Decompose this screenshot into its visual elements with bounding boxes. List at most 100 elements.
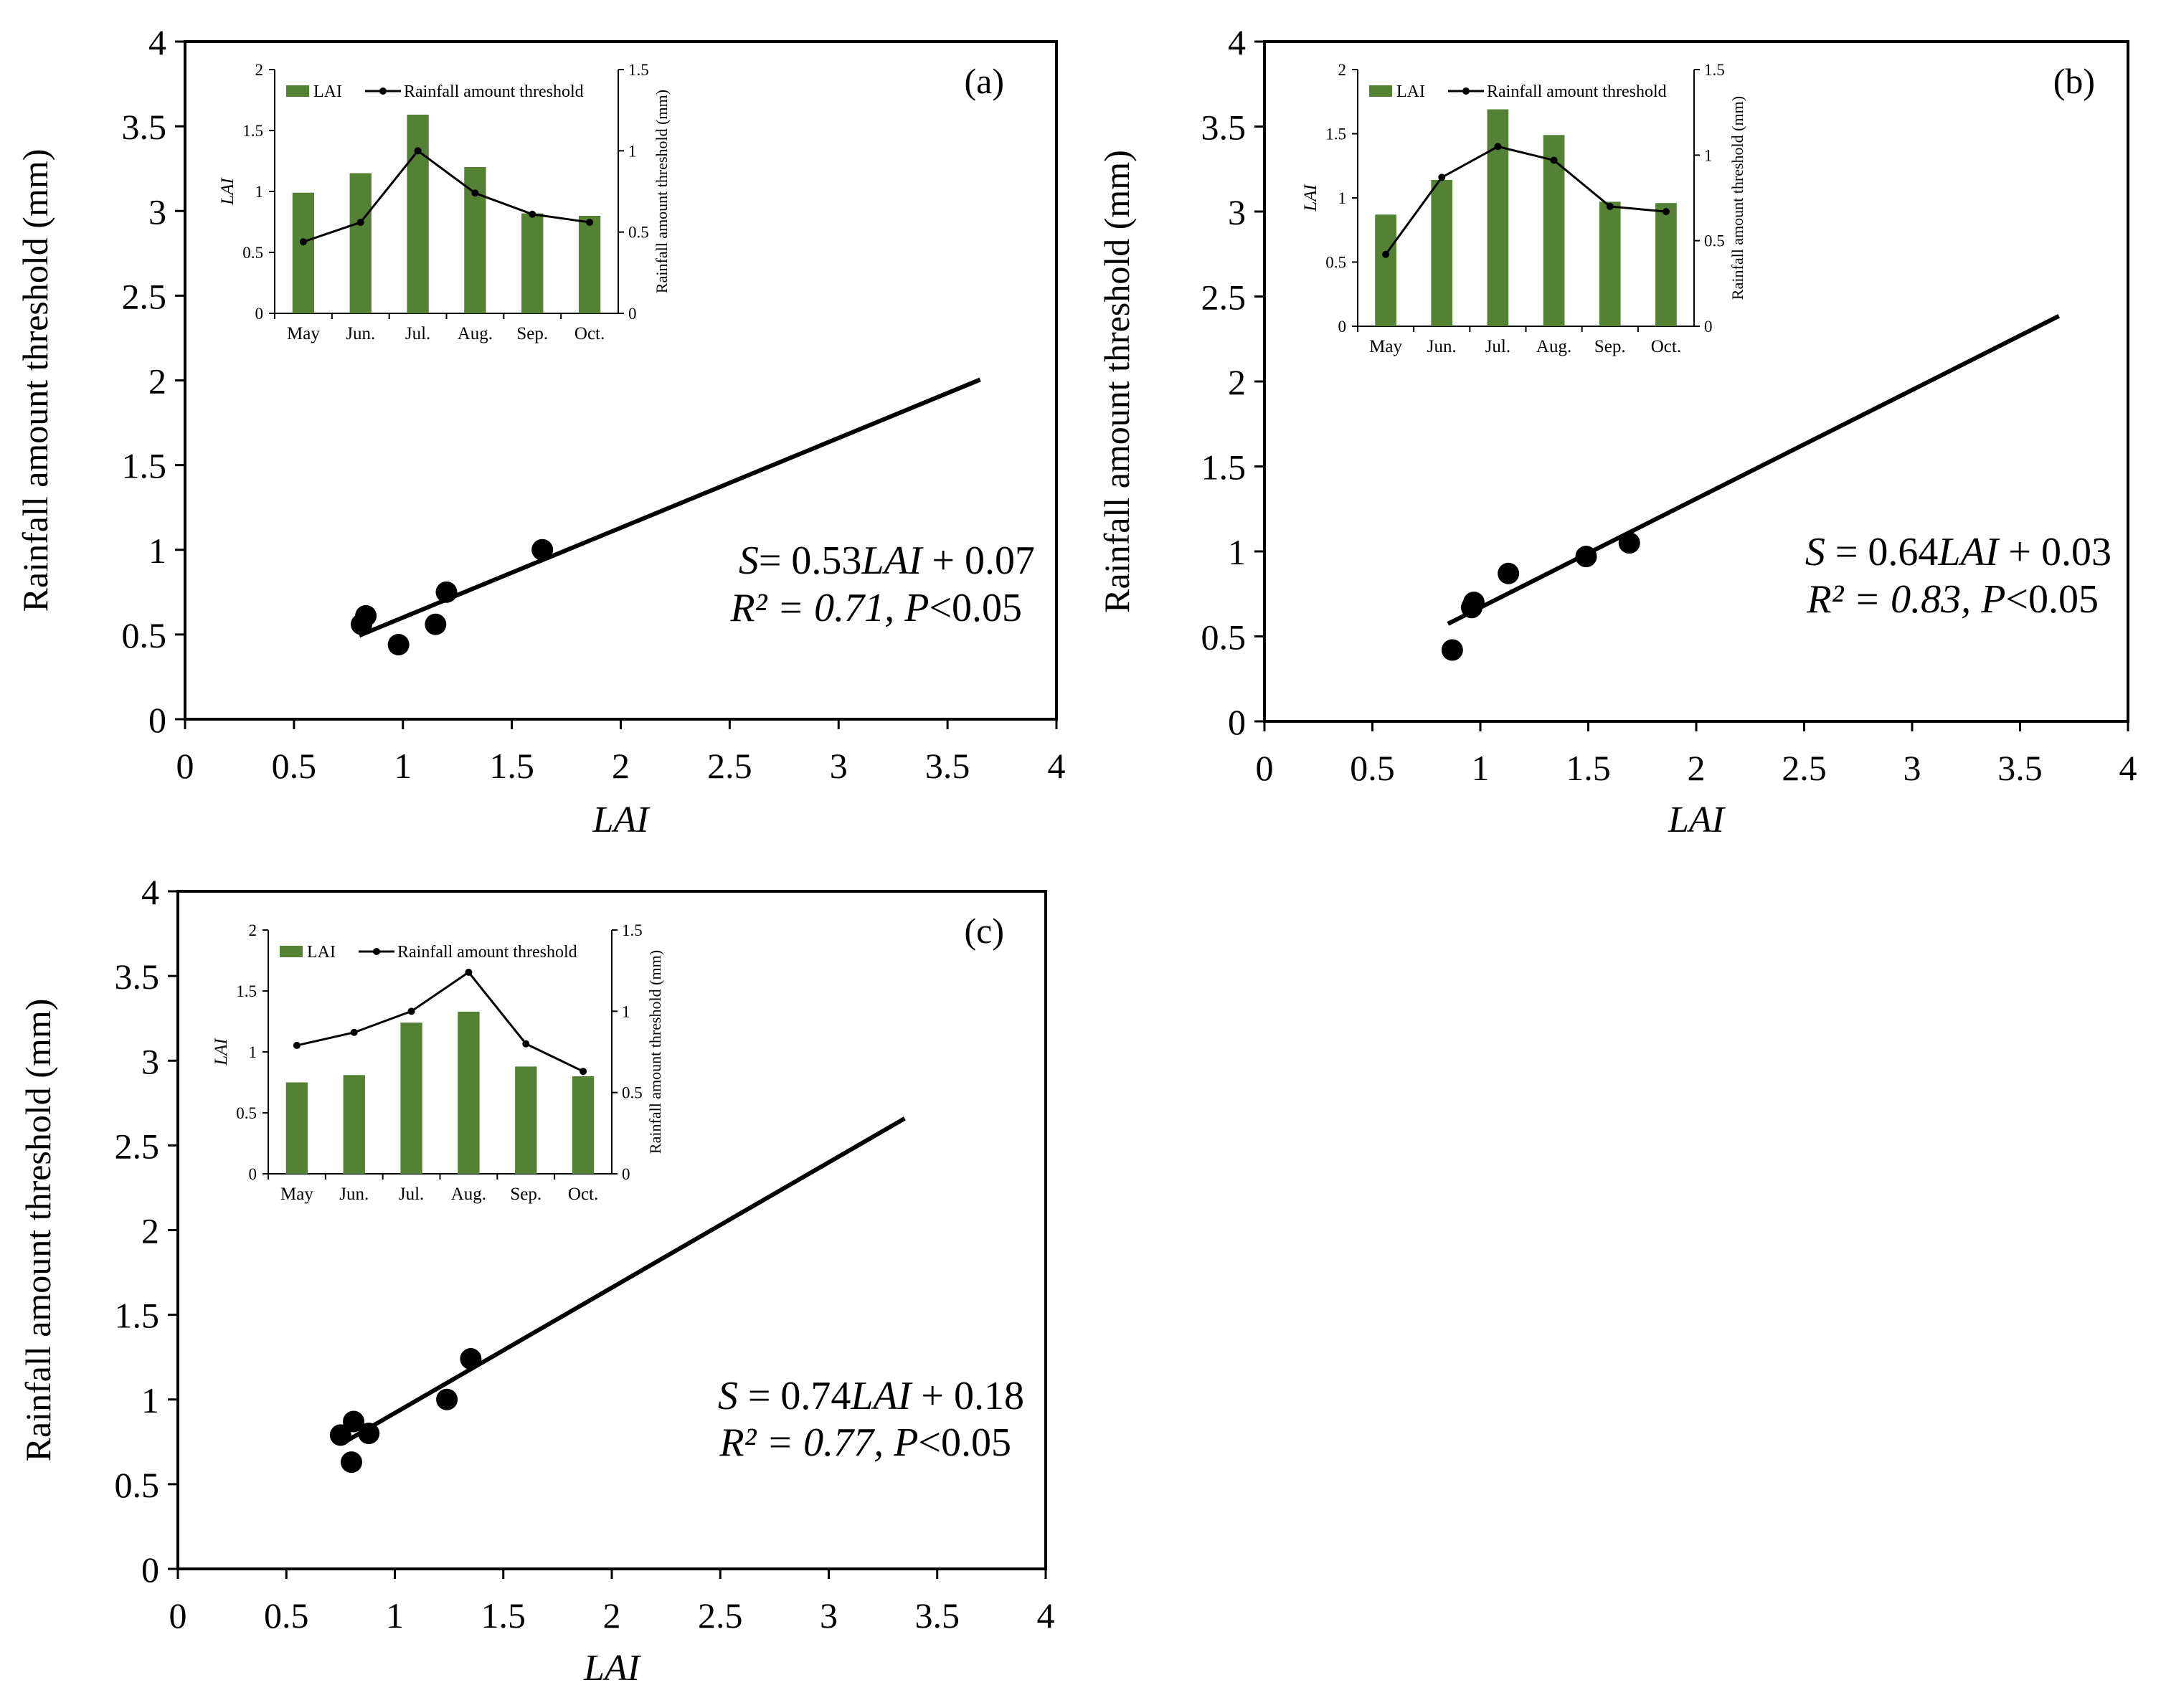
y-tick-label: 1.5 <box>122 446 167 486</box>
scatter-point <box>1441 639 1463 661</box>
inset-bar <box>578 216 601 313</box>
inset-bar <box>521 213 544 313</box>
r-squared: R² = 0.83, <box>1806 577 1981 622</box>
panel-c: 0 0.5 1 1.5 2 2.5 3 3.5 4 0 0.5 1 1.5 2 2.5 3 3.5 4 LAI Rai… <box>18 872 1055 1689</box>
inset-month-label: Sep. <box>1594 337 1626 356</box>
inset-threshold-point <box>414 147 422 155</box>
x-axis-title: LAI <box>583 1648 642 1689</box>
y-tick-label: 2.5 <box>1201 277 1247 318</box>
scatter-point <box>355 604 377 627</box>
inset-bar <box>458 1011 480 1174</box>
scatter-point <box>343 1410 365 1433</box>
inset-left-tick-label: 2 <box>1338 61 1347 79</box>
x-tick-label: 3 <box>820 1595 838 1636</box>
inset-bar <box>1431 179 1453 326</box>
legend-line-label: Rainfall amount threshold <box>404 82 584 101</box>
inset-threshold-point <box>350 1028 358 1036</box>
p-symbol: P <box>904 586 929 630</box>
inset-left-tick-label: 1 <box>255 183 264 201</box>
inset-bar <box>1487 109 1509 327</box>
y-tick-label: 3.5 <box>122 107 167 147</box>
y-tick-label: 0.5 <box>122 615 167 655</box>
scatter-point <box>341 1451 362 1474</box>
inset-month-label: Oct. <box>1651 337 1681 356</box>
x-tick-label: 0 <box>176 746 194 786</box>
inset-month-label: Oct. <box>568 1185 598 1204</box>
equation-coef: = 0.74 <box>738 1374 851 1418</box>
scatter-point <box>387 634 410 656</box>
inset-right-tick-label: 0 <box>1704 318 1713 336</box>
x-tick-label: 2.5 <box>698 1595 743 1636</box>
fit-line <box>346 1116 906 1443</box>
inset-left-tick-label: 1 <box>249 1043 257 1061</box>
y-tick-label: 3 <box>141 1041 159 1081</box>
inset-threshold-point <box>293 1041 301 1049</box>
inset-right-tick-label: 1 <box>622 1002 630 1020</box>
y-tick-label: 3.5 <box>115 957 160 997</box>
inset-left-tick-label: 2 <box>249 921 257 939</box>
x-tick-label: 2 <box>612 746 630 786</box>
inset-right-tick-label: 0.5 <box>1704 232 1725 250</box>
inset-bar <box>407 114 429 313</box>
x-tick-label: 1 <box>386 1595 404 1636</box>
y-tick-label: 1.5 <box>115 1296 160 1336</box>
inset-month-label: Aug. <box>1536 337 1571 356</box>
inset-right-tick-label: 0 <box>628 305 637 323</box>
equation-lai: LAI <box>1937 530 2000 574</box>
x-tick-label: 0 <box>169 1595 187 1636</box>
legend-line-label: Rainfall amount threshold <box>1487 82 1667 101</box>
inset-left-tick-label: 0 <box>255 305 264 323</box>
inset-right-tick-label: 0.5 <box>628 224 649 242</box>
inset-bar <box>1375 214 1396 326</box>
inset-threshold-point <box>1662 208 1670 216</box>
equation-var: S <box>1805 530 1825 574</box>
inset-left-axis-title: LAI <box>218 177 237 206</box>
y-tick-label: 4 <box>1228 22 1246 62</box>
regression-equation: S = 0.74LAI + 0.18 <box>718 1374 1024 1418</box>
inset-right-tick-label: 1.5 <box>1704 61 1725 79</box>
p-symbol: P <box>1980 577 2005 622</box>
scatter-point <box>435 581 458 603</box>
x-tick-label: 1.5 <box>1566 748 1611 788</box>
inset-threshold-point <box>407 1007 415 1015</box>
inset-threshold-point <box>529 210 536 218</box>
y-tick-label: 4 <box>141 872 159 912</box>
legend-line-label: Rainfall amount threshold <box>397 943 577 962</box>
scatter-point <box>460 1348 482 1370</box>
y-tick-label: 2.5 <box>115 1126 160 1166</box>
regression-equation: S = 0.64LAI + 0.03 <box>1805 530 2111 574</box>
y-tick-label: 0.5 <box>115 1465 160 1505</box>
inset-month-label: May <box>280 1185 313 1204</box>
y-tick-label: 2 <box>1228 362 1246 402</box>
y-tick-label: 0.5 <box>1201 617 1247 658</box>
y-tick-label: 0 <box>148 700 166 740</box>
y-axis-title: Rainfall amount threshold (mm) <box>18 999 58 1462</box>
inset-chart: 0 0.5 1 1.5 2 0 0.5 1 1.5 May Jun. Jul. Aug. Sep. Oct.… <box>212 921 664 1204</box>
x-tick-label: 2 <box>1688 748 1706 788</box>
inset-left-tick-label: 1.5 <box>236 982 257 1000</box>
legend-bar-swatch <box>280 946 303 957</box>
inset-bar <box>343 1075 365 1174</box>
inset-bar <box>349 173 372 313</box>
inset-month-label: Sep. <box>510 1185 542 1204</box>
legend-bar-label: LAI <box>307 943 336 962</box>
inset-threshold-point <box>471 189 479 197</box>
x-tick-label: 3 <box>830 746 848 786</box>
x-tick-label: 2 <box>603 1595 621 1636</box>
fit-line <box>1447 314 2061 626</box>
inset-threshold-line <box>303 149 590 243</box>
y-tick-label: 0 <box>1228 702 1246 742</box>
inset-month-label: Jun. <box>1427 337 1457 356</box>
inset-threshold-point <box>586 219 594 227</box>
y-tick-label: 4 <box>148 22 166 62</box>
inset-month-label: Jul. <box>1485 337 1510 356</box>
y-axis-title: Rainfall amount threshold (mm) <box>15 149 55 612</box>
y-tick-label: 2 <box>141 1211 159 1251</box>
inset-month-label: Oct. <box>574 324 605 343</box>
scatter-point <box>1575 546 1597 568</box>
inset-threshold-line <box>296 970 584 1073</box>
scatter-point <box>436 1388 458 1410</box>
equation-lai: LAI <box>850 1374 912 1418</box>
x-tick-label: 1 <box>1472 748 1490 788</box>
inset-threshold-point <box>1382 250 1390 258</box>
